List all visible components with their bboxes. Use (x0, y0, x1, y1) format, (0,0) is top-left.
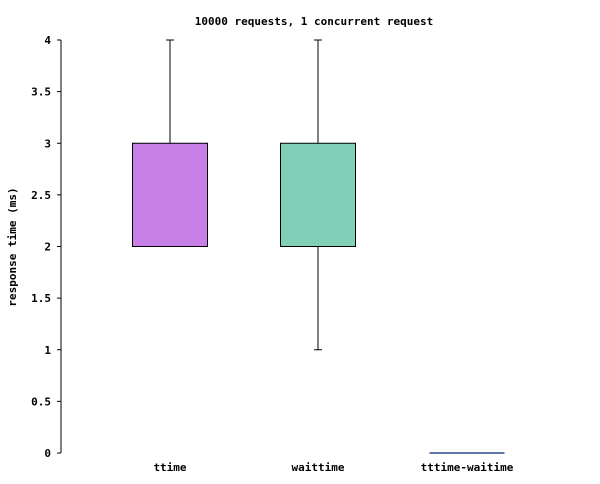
y-tick-label: 0.5 (31, 395, 51, 408)
chart-title: 10000 requests, 1 concurrent request (195, 15, 433, 28)
x-axis-tick-labels: ttime waittime tttime-waitime (153, 461, 513, 474)
y-tick-label: 3.5 (31, 86, 51, 99)
box-body (280, 142, 356, 247)
box-waittime (280, 39, 356, 351)
y-axis-label: response time (ms) (6, 187, 19, 306)
y-axis-ticks: 0 0.5 1 1.5 2 2.5 3 3.5 4 (31, 34, 61, 460)
y-tick-label: 1 (44, 344, 51, 357)
y-tick-label: 2.5 (31, 189, 51, 202)
box-ttime (132, 39, 208, 247)
x-tick-label: tttime-waitime (421, 461, 514, 474)
y-tick-label: 0 (44, 447, 51, 460)
y-tick-label: 3 (44, 137, 51, 150)
box-series (132, 39, 505, 454)
y-tick-label: 1.5 (31, 292, 51, 305)
x-tick-label: waittime (292, 461, 345, 474)
y-tick-label: 2 (44, 241, 51, 254)
y-tick-label: 4 (44, 34, 51, 47)
box-body (132, 142, 208, 247)
x-tick-label: ttime (153, 461, 186, 474)
